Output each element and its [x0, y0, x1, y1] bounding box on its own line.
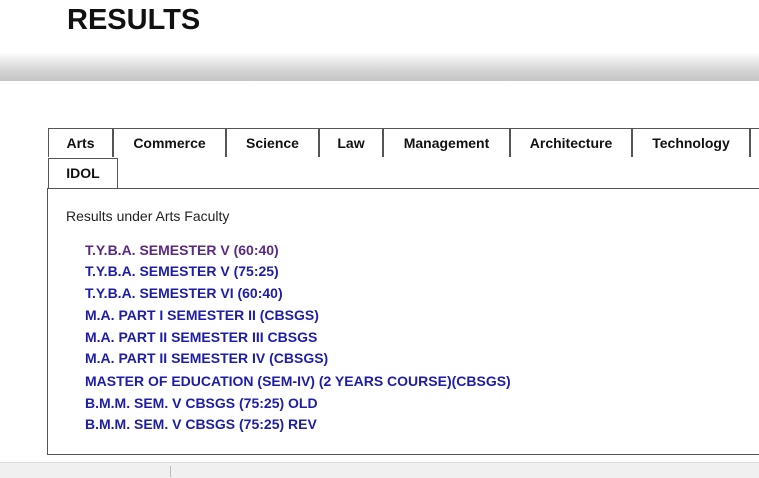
tab[interactable]: Arts [48, 128, 113, 157]
footer-separator [170, 466, 171, 477]
result-link[interactable]: T.Y.B.A. SEMESTER VI (60:40) [85, 285, 283, 301]
tab[interactable]: Commerce [113, 128, 226, 157]
result-link[interactable]: M.A. PART II SEMESTER IV (CBSGS) [85, 350, 329, 366]
result-link[interactable]: M.A. PART II SEMESTER III CBSGS [85, 329, 318, 345]
result-link[interactable]: M.A. PART I SEMESTER II (CBSGS) [85, 307, 319, 323]
tab[interactable]: Management [383, 128, 510, 157]
tab-overflow [750, 128, 759, 157]
tab-panel [47, 188, 759, 455]
panel-heading: Results under Arts Faculty [66, 208, 230, 224]
result-link[interactable]: T.Y.B.A. SEMESTER V (60:40) [85, 242, 279, 258]
page-title: RESULTS [67, 4, 201, 36]
tab[interactable]: IDOL [48, 158, 118, 188]
result-link[interactable]: MASTER OF EDUCATION (SEM-IV) (2 YEARS CO… [85, 373, 511, 389]
tab[interactable]: Architecture [510, 128, 632, 157]
footer-bar [0, 462, 759, 478]
result-link[interactable]: B.M.M. SEM. V CBSGS (75:25) REV [85, 416, 317, 432]
tab[interactable]: Technology [632, 128, 750, 157]
result-link[interactable]: B.M.M. SEM. V CBSGS (75:25) OLD [85, 395, 318, 411]
tab[interactable]: Law [319, 128, 383, 157]
header-band [0, 52, 759, 81]
result-link[interactable]: T.Y.B.A. SEMESTER V (75:25) [85, 263, 279, 279]
tab[interactable]: Science [226, 128, 319, 157]
